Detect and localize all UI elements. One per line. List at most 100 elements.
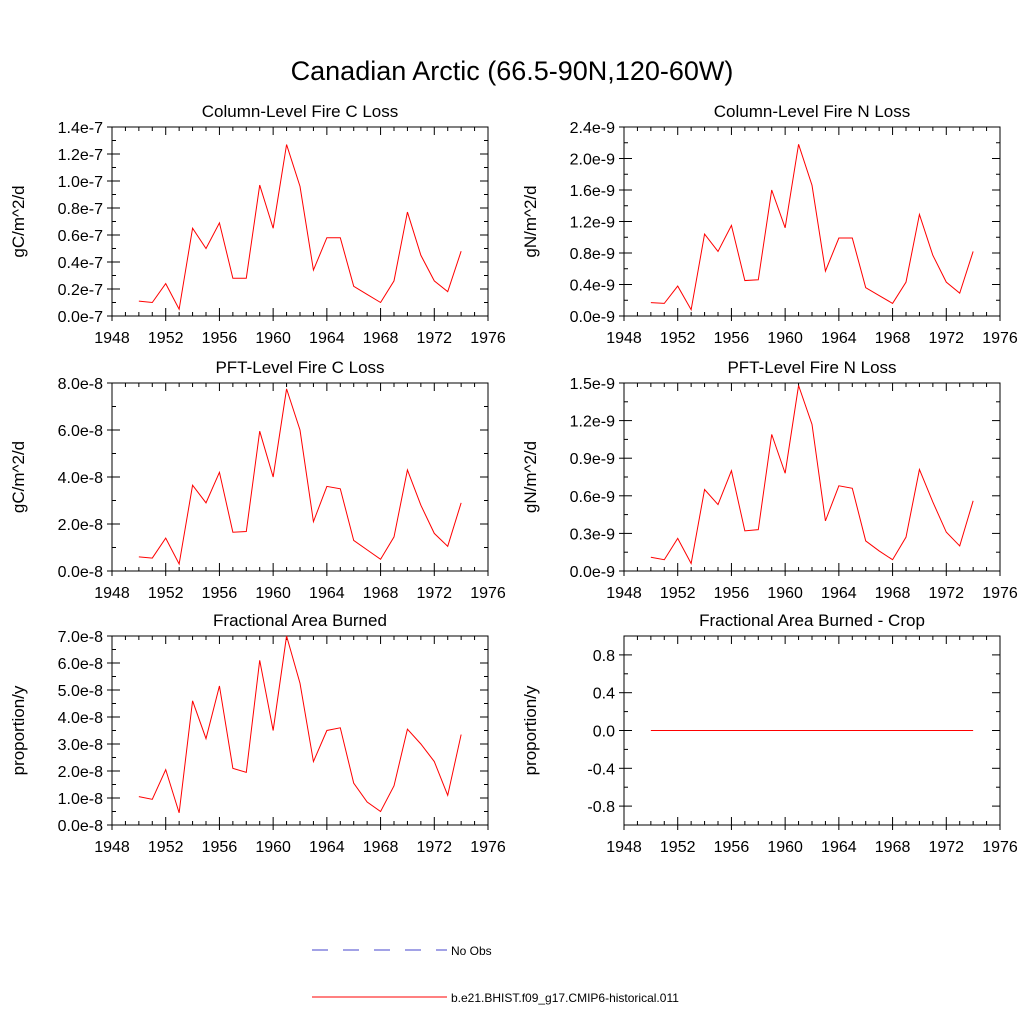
x-tick-label: 1956 [202,585,238,602]
series-line-1 [138,635,462,813]
y-tick-label: 0.4 [593,686,615,703]
y-tick-label: 0.0e-9 [570,564,615,581]
x-tick-label: 1972 [928,330,964,347]
x-tick-label: 1976 [470,330,506,347]
y-tick-label: 1.2e-7 [58,147,103,164]
y-tick-label: 0.3e-9 [570,526,615,543]
panel-title: Fractional Area Burned - Crop [699,611,925,630]
y-tick-label: 8.0e-8 [58,376,103,393]
x-tick-label: 1972 [928,585,964,602]
y-tick-label: 0.2e-7 [58,282,103,299]
series-line-1 [650,144,974,312]
y-tick-label: 2.4e-9 [570,120,615,137]
y-tick-label: 0.0e-8 [58,818,103,835]
y-tick-label: 0.8 [593,648,615,665]
series-line-1 [138,388,462,566]
x-tick-label: 1952 [148,585,184,602]
x-tick-label: 1972 [416,839,452,856]
legend-entry-2: b.e21.BHIST.f09_g17.CMIP6-historical.011 [312,991,679,1005]
x-tick-label: 1972 [416,585,452,602]
panel-6: Fractional Area Burned - Crop proportion/… [521,611,1018,856]
y-tick-label: 1.5e-9 [570,376,615,393]
x-tick-label: 1948 [606,585,642,602]
x-tick-label: 1968 [875,839,911,856]
x-tick-label: 1956 [714,330,750,347]
plot-frame [623,126,1001,317]
y-tick-label: 0.4e-7 [58,255,103,272]
x-tick-label: 1960 [767,585,803,602]
x-tick-label: 1964 [309,585,345,602]
x-tick-label: 1956 [714,585,750,602]
y-tick-label: 0.8e-9 [570,246,615,263]
panel-title: Column-Level Fire C Loss [202,102,399,121]
x-tick-label: 1948 [94,839,130,856]
y-tick-label: 0.6e-7 [58,228,103,245]
y-tick-label: 1.6e-9 [570,183,615,200]
legend-entry-1: No Obs [312,944,492,958]
x-tick-label: 1952 [148,839,184,856]
y-tick-label: 4.0e-8 [58,470,103,487]
x-tick-label: 1968 [875,330,911,347]
y-tick-label: 7.0e-8 [58,629,103,646]
y-tick-label: 1.0e-8 [58,791,103,808]
panel-title: PFT-Level Fire C Loss [215,358,384,377]
x-tick-label: 1956 [714,839,750,856]
panel-title: PFT-Level Fire N Loss [727,358,896,377]
x-tick-label: 1960 [767,839,803,856]
x-tick-label: 1976 [982,330,1018,347]
y-tick-label: 2.0e-8 [58,764,103,781]
y-tick-label: 3.0e-8 [58,737,103,754]
legend-label: b.e21.BHIST.f09_g17.CMIP6-historical.011 [451,991,679,1005]
y-tick-label: 0.9e-9 [570,451,615,468]
panel-4: PFT-Level Fire N Loss gN/m^2/d 1948 1952 195… [521,358,1018,602]
x-tick-label: 1952 [148,330,184,347]
y-tick-label: 0.6e-9 [570,489,615,506]
y-tick-label: 6.0e-8 [58,656,103,673]
panels: Column-Level Fire C Loss gC/m^2/d 1948 1952… [9,102,1018,856]
x-tick-label: 1952 [660,839,696,856]
x-tick-label: 1968 [363,839,399,856]
legend-label: No Obs [451,944,492,958]
y-tick-label: 0.4e-9 [570,278,615,295]
y-tick-label: 1.2e-9 [570,414,615,431]
y-axis-label: proportion/y [9,685,28,775]
x-tick-label: 1976 [982,585,1018,602]
figure-title: Canadian Arctic (66.5-90N,120-60W) [291,56,734,86]
x-tick-label: 1968 [875,585,911,602]
x-tick-label: 1964 [821,330,857,347]
panel-2: Column-Level Fire N Loss gN/m^2/d 1948 1952… [521,102,1018,347]
x-tick-label: 1964 [309,839,345,856]
panel-title: Fractional Area Burned [213,611,387,630]
y-tick-label: 0.0e-9 [570,309,615,326]
plot-frame [111,635,489,826]
y-tick-label: 1.4e-7 [58,120,103,137]
x-tick-label: 1972 [416,330,452,347]
y-tick-label: -0.4 [587,761,615,778]
y-tick-label: -0.8 [587,799,615,816]
y-tick-label: 1.2e-9 [570,215,615,232]
x-tick-label: 1952 [660,585,696,602]
y-tick-label: 2.0e-8 [58,517,103,534]
y-tick-label: 2.0e-9 [570,152,615,169]
x-tick-label: 1964 [821,839,857,856]
x-tick-label: 1960 [255,330,291,347]
y-tick-label: 5.0e-8 [58,683,103,700]
x-tick-label: 1956 [202,330,238,347]
panel-title: Column-Level Fire N Loss [714,102,911,121]
y-axis-label: gN/m^2/d [521,441,540,513]
x-tick-label: 1960 [255,839,291,856]
x-tick-label: 1948 [606,839,642,856]
y-tick-label: 4.0e-8 [58,710,103,727]
y-tick-label: 0.0e-7 [58,309,103,326]
x-tick-label: 1956 [202,839,238,856]
x-tick-label: 1960 [255,585,291,602]
series-line-1 [138,144,462,311]
x-tick-label: 1964 [309,330,345,347]
x-tick-label: 1948 [606,330,642,347]
plot-frame [111,126,489,317]
panel-1: Column-Level Fire C Loss gC/m^2/d 1948 1952… [9,102,506,347]
x-tick-label: 1968 [363,330,399,347]
x-tick-label: 1960 [767,330,803,347]
x-tick-label: 1964 [821,585,857,602]
